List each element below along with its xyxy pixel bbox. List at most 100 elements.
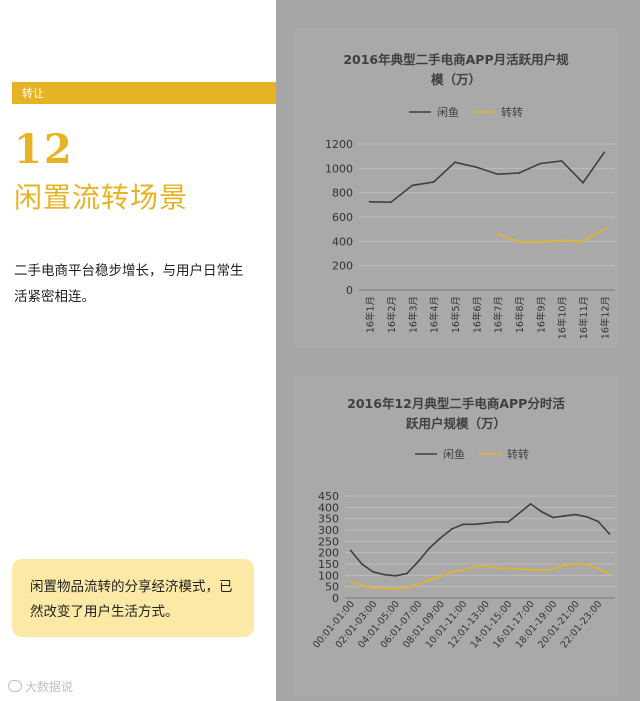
section-heading: 闲置流转场景 [14,181,189,214]
series-line-闲鱼 [369,151,605,204]
data-point [496,173,499,176]
y-tick-label: 150 [318,558,339,571]
legend-label: 闲鱼 [443,447,465,461]
data-point [439,537,442,539]
data-point [439,575,442,578]
data-point [405,572,408,575]
data-point [432,181,435,183]
y-tick-label: 1000 [325,162,353,175]
section-tag: 转让 [22,87,44,100]
data-point [495,567,498,569]
chart-title: 2016年12月典型二手电商APP分时活 [347,396,565,411]
y-tick-label: 800 [332,187,353,200]
y-tick-label: 400 [318,501,339,514]
data-point [582,181,584,184]
x-tick-label: 16年6月 [471,296,483,333]
series-line-转转 [497,228,605,243]
data-point [368,200,371,203]
y-tick-label: 200 [318,547,339,560]
chart-hourly-panel: 2016年12月典型二手电商APP分时活 跃用户规模（万） 闲鱼 转转 0 50 100 15… [293,376,619,696]
right-panel: 2016年典型二手电商APP月活跃用户规 模（万） 闲鱼 转转 0 200 400 600 80… [276,0,640,701]
section-tag-bar: 转让 [12,82,276,104]
data-point [405,586,408,589]
chart-title: 2016年典型二手电商APP月活跃用户规 [343,52,569,67]
data-point [360,584,363,587]
data-point [540,510,543,513]
data-point [428,547,431,550]
data-point [417,560,420,563]
watermark: 大数据说 [8,678,73,695]
data-point [473,523,476,526]
data-point [560,239,563,242]
data-point [507,521,510,523]
x-tick-label: 16年1月 [365,296,377,333]
data-point [390,201,392,204]
data-point [552,568,555,571]
data-point [454,161,456,164]
data-point [539,162,542,165]
data-point [473,565,476,568]
data-point [484,522,487,525]
x-tick-label: 16年2月 [386,296,398,333]
legend-label: 转转 [507,447,529,461]
data-point [529,568,532,571]
data-point [518,512,521,514]
data-point [518,241,520,243]
x-tick-label: 16年10月 [557,296,569,339]
y-tick-label: 250 [318,535,339,548]
data-point [450,571,453,573]
data-point [518,568,521,570]
data-point [450,527,453,530]
data-point [372,586,375,589]
watermark-logo-icon [8,680,22,692]
data-point [428,578,431,581]
y-tick-label: 400 [332,235,353,248]
data-point [539,241,542,243]
data-point [394,574,397,577]
data-point [462,523,465,526]
data-point [496,233,499,235]
data-point [574,513,577,516]
data-point [585,515,588,518]
watermark-text: 大数据说 [25,680,74,694]
y-tick-label: 50 [325,581,339,594]
data-point [462,569,465,572]
data-point [349,580,352,583]
y-tick-label: 200 [332,260,353,273]
y-tick-label: 300 [318,524,339,537]
data-point [475,166,478,169]
data-point [417,583,420,586]
data-point [484,565,487,568]
data-point [574,563,577,565]
x-tick-label: 16年12月 [599,296,611,339]
quote-box: 闲置物品流转的分享经济模式，已然改变了用户生活方式。 [12,559,254,637]
x-tick-label: 16年11月 [578,296,590,339]
chart-title: 跃用户规模（万） [406,416,506,431]
data-point [603,151,606,154]
data-point [372,571,375,573]
data-point [552,516,555,519]
data-point [383,587,386,590]
y-tick-label: 450 [318,490,339,503]
x-tick-label: 16年9月 [535,296,547,333]
y-tick-label: 350 [318,513,339,526]
data-point [507,567,510,570]
data-point [603,228,606,231]
data-point [597,520,600,523]
data-point [383,573,386,576]
data-point [563,515,566,517]
data-point [394,588,397,590]
legend-label: 转转 [501,105,523,119]
y-tick-label: 600 [332,211,353,224]
data-point [608,573,611,576]
x-tick-label: 16年8月 [514,296,526,333]
data-point [495,521,498,523]
data-point [608,532,611,535]
data-point [582,240,584,243]
data-point [349,549,352,552]
legend-label: 闲鱼 [437,105,459,119]
data-point [411,184,414,187]
data-point [597,567,600,570]
